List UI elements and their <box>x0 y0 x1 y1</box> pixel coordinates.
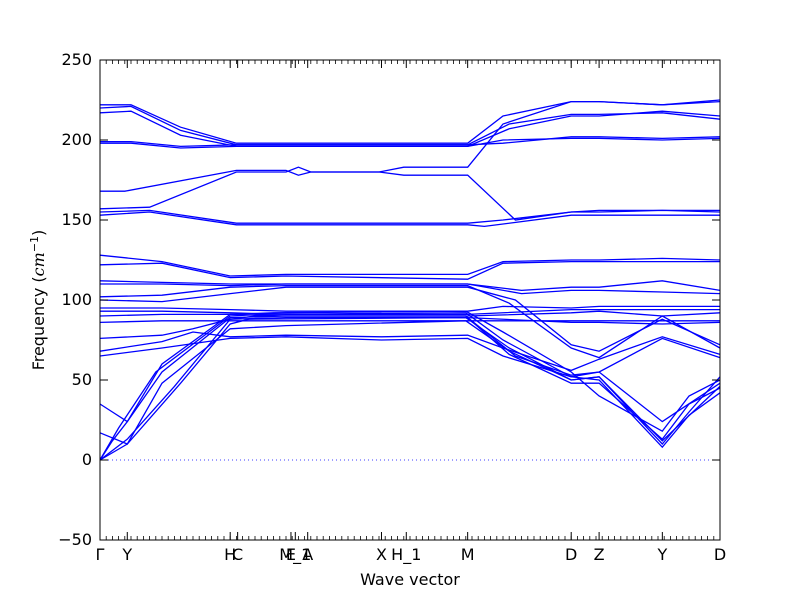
band-line-12 <box>100 308 720 316</box>
band-line-16 <box>100 283 721 295</box>
plot-frame <box>99 59 721 541</box>
band-line-17 <box>99 280 721 292</box>
y-tick-label: 50 <box>72 370 92 389</box>
band-line-25 <box>100 136 721 148</box>
band-line-8 <box>99 331 721 372</box>
band-line-10 <box>99 320 720 324</box>
x-tick-label: M <box>461 545 475 564</box>
x-tick-label: M_1 <box>279 545 311 565</box>
band-line-19 <box>99 254 721 277</box>
x-tick-label: Z <box>594 545 605 564</box>
x-tick-label: A <box>302 545 313 564</box>
band-line-15 <box>99 284 721 359</box>
y-axis-unit: cm <box>29 252 48 276</box>
y-tick-label: −50 <box>58 530 92 549</box>
band-line-21 <box>99 209 721 224</box>
x-tick-label: D <box>714 545 726 564</box>
band-line-27 <box>99 105 721 146</box>
band-line-4 <box>99 310 721 461</box>
y-axis-label-text: Frequency <box>29 283 48 371</box>
x-tick-label: H <box>224 545 236 564</box>
band-line-23 <box>100 169 720 221</box>
band-line-7 <box>99 336 721 378</box>
band-line-22 <box>99 100 721 210</box>
x-tick-label: E <box>286 545 296 564</box>
y-tick-label: 100 <box>61 290 92 309</box>
y-axis-label: Frequency (cm−1) <box>28 230 48 371</box>
band-line-13 <box>100 305 720 312</box>
band-line-2 <box>99 315 721 461</box>
band-line-26 <box>99 110 721 148</box>
y-tick-label: 0 <box>82 450 92 469</box>
x-tick-label: C <box>232 545 243 564</box>
band-line-24 <box>100 137 721 149</box>
y-tick-label: 150 <box>61 210 92 229</box>
x-axis-label: Wave vector <box>360 570 460 589</box>
x-tick-label: Y <box>656 545 667 564</box>
y-tick-label: 200 <box>61 130 92 149</box>
y-axis-unit-exp: −1 <box>28 236 41 252</box>
x-tick-label: X <box>376 545 387 564</box>
band-line-18 <box>99 260 720 280</box>
band-line-14 <box>99 286 721 352</box>
band-line-20 <box>99 211 720 228</box>
x-tick-label: Y <box>121 545 132 564</box>
x-tick-label: H_1 <box>391 545 421 565</box>
band-line-9 <box>99 316 721 340</box>
x-tick-label: D <box>565 545 577 564</box>
band-line-3 <box>99 312 721 461</box>
y-tick-label: 250 <box>61 50 92 69</box>
band-line-11 <box>99 310 721 317</box>
band-line-28 <box>100 99 721 144</box>
x-tick-label: Γ <box>96 545 105 564</box>
